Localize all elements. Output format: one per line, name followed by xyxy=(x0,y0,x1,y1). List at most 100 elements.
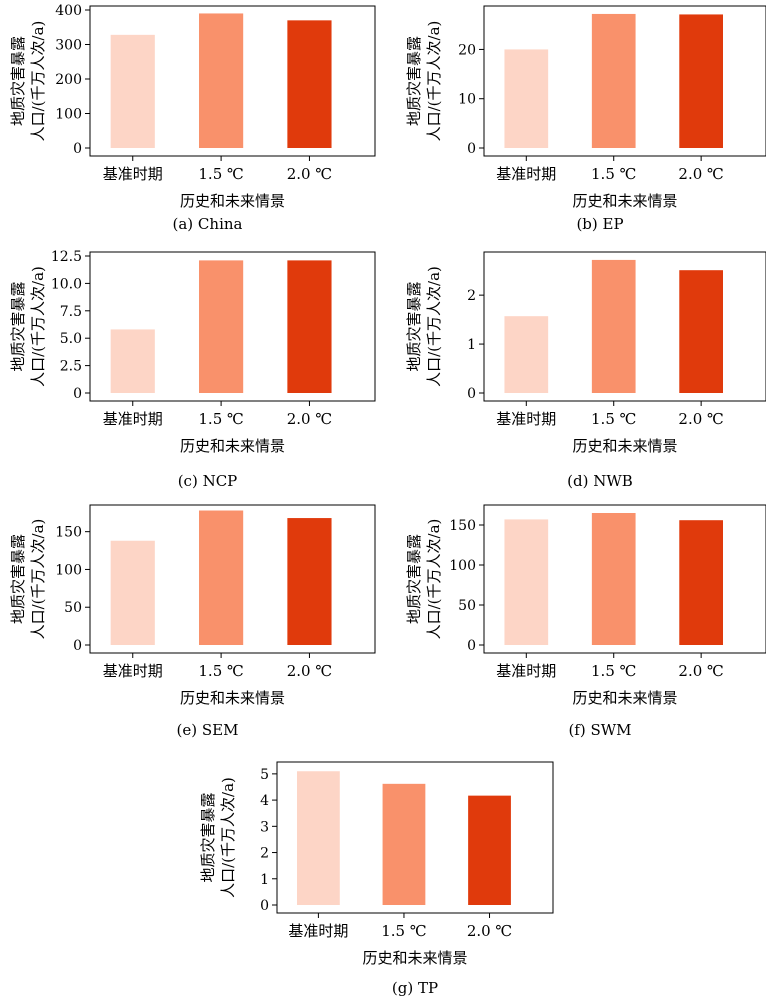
y-axis-label: 地质灾害暴露 人口/(千万人次/a) xyxy=(405,519,443,640)
bar xyxy=(679,520,723,645)
y-tick-label: 2.5 xyxy=(60,359,82,375)
bar xyxy=(199,13,244,149)
x-tick-label: 2.0 ℃ xyxy=(678,410,723,428)
plot-frame xyxy=(483,504,766,654)
bar xyxy=(504,316,549,393)
y-tick-label: 0 xyxy=(73,386,82,402)
x-tick-label: 基准时期 xyxy=(496,165,556,183)
bar xyxy=(199,260,244,393)
chart-caption: (d) NWB xyxy=(567,472,633,490)
y-tick-label: 4 xyxy=(260,793,269,809)
bar xyxy=(287,518,332,645)
y-tick-label: 150 xyxy=(449,518,476,534)
y-tick-label: 100 xyxy=(449,558,476,574)
bar xyxy=(297,771,340,905)
y-tick-label: 0 xyxy=(73,638,82,654)
x-tick-label: 基准时期 xyxy=(103,410,163,428)
y-tick-label: 0 xyxy=(467,638,476,654)
x-axis-label: 历史和未来情景 xyxy=(572,437,677,455)
y-tick-label: 0 xyxy=(467,386,476,402)
x-tick-label: 2.0 ℃ xyxy=(287,165,332,183)
y-tick-label: 2 xyxy=(467,288,476,304)
y-axis-label: 地质灾害暴露 人口/(千万人次/a) xyxy=(9,266,47,387)
x-tick-label: 1.5 ℃ xyxy=(381,922,426,940)
bar xyxy=(591,513,636,645)
bar xyxy=(504,49,549,148)
y-tick-label: 2 xyxy=(260,846,269,862)
plot-frame xyxy=(276,761,554,914)
x-tick-label: 基准时期 xyxy=(496,410,556,428)
y-axis-label: 地质灾害暴露 人口/(千万人次/a) xyxy=(199,777,237,898)
bar xyxy=(504,519,549,645)
bar xyxy=(679,270,723,393)
x-axis-label: 历史和未来情景 xyxy=(180,192,285,210)
y-tick-label: 100 xyxy=(55,107,82,123)
y-tick-label: 3 xyxy=(260,819,269,835)
y-tick-label: 0 xyxy=(260,898,269,914)
y-tick-label: 5 xyxy=(260,767,269,783)
y-tick-label: 1 xyxy=(467,337,476,353)
chart-caption: (a) China xyxy=(173,215,243,233)
chart-caption: (f) SWM xyxy=(568,721,631,739)
y-tick-label: 5.0 xyxy=(60,331,82,347)
bar xyxy=(591,259,636,393)
y-tick-label: 0 xyxy=(73,141,82,157)
chart-caption: (e) SEM xyxy=(177,721,239,739)
bar xyxy=(287,20,332,149)
x-tick-label: 2.0 ℃ xyxy=(287,410,332,428)
y-tick-label: 400 xyxy=(55,3,82,19)
y-tick-label: 200 xyxy=(55,72,82,88)
x-axis-label: 历史和未来情景 xyxy=(572,192,677,210)
chart-caption: (g) TP xyxy=(392,979,438,997)
x-tick-label: 2.0 ℃ xyxy=(287,662,332,680)
y-tick-label: 20 xyxy=(458,42,476,58)
x-tick-label: 基准时期 xyxy=(496,662,556,680)
x-tick-label: 1.5 ℃ xyxy=(198,165,243,183)
y-axis-label: 地质灾害暴露 人口/(千万人次/a) xyxy=(405,266,443,387)
bar xyxy=(679,14,723,148)
bar xyxy=(382,783,426,905)
plot-frame xyxy=(483,5,766,157)
plot-frame xyxy=(89,504,376,654)
x-axis-label: 历史和未来情景 xyxy=(362,949,467,967)
x-tick-label: 2.0 ℃ xyxy=(678,662,723,680)
y-tick-label: 10 xyxy=(458,92,476,108)
bar xyxy=(110,540,155,645)
x-tick-label: 基准时期 xyxy=(103,662,163,680)
plot-frame xyxy=(89,251,376,402)
x-tick-label: 2.0 ℃ xyxy=(467,922,512,940)
y-tick-label: 150 xyxy=(55,525,82,541)
bar xyxy=(468,795,511,905)
y-axis-label: 地质灾害暴露 人口/(千万人次/a) xyxy=(405,21,443,142)
bar xyxy=(287,260,332,393)
bar xyxy=(110,34,155,149)
x-tick-label: 1.5 ℃ xyxy=(198,410,243,428)
y-axis-label: 地质灾害暴露 人口/(千万人次/a) xyxy=(9,519,47,640)
y-tick-label: 50 xyxy=(458,598,476,614)
y-tick-label: 10.0 xyxy=(51,276,82,292)
x-axis-label: 历史和未来情景 xyxy=(180,437,285,455)
chart-caption: (b) EP xyxy=(576,215,623,233)
chart-caption: (c) NCP xyxy=(178,472,238,490)
plot-frame xyxy=(89,5,376,157)
y-tick-label: 1 xyxy=(260,872,269,888)
bar xyxy=(591,13,636,149)
x-axis-label: 历史和未来情景 xyxy=(572,689,677,707)
bar xyxy=(199,510,244,645)
y-tick-label: 0 xyxy=(467,141,476,157)
x-tick-label: 基准时期 xyxy=(288,922,348,940)
x-axis-label: 历史和未来情景 xyxy=(180,689,285,707)
y-tick-label: 50 xyxy=(64,600,82,616)
x-tick-label: 基准时期 xyxy=(103,165,163,183)
y-tick-label: 300 xyxy=(55,38,82,54)
x-tick-label: 1.5 ℃ xyxy=(591,662,636,680)
y-tick-label: 7.5 xyxy=(60,304,82,320)
x-tick-label: 1.5 ℃ xyxy=(591,410,636,428)
